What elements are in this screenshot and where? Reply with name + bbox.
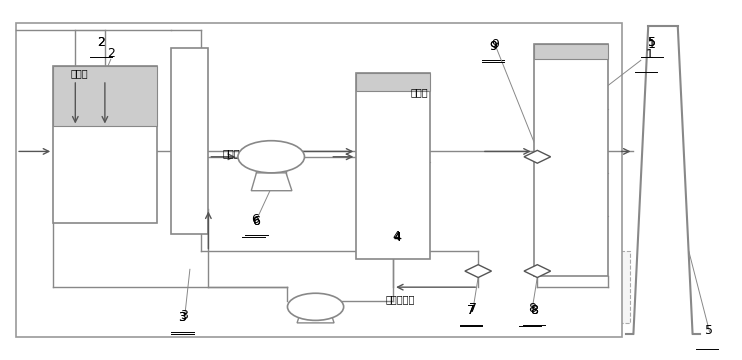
Text: 1: 1 — [646, 48, 654, 61]
Polygon shape — [524, 265, 551, 278]
Text: 2: 2 — [107, 47, 115, 60]
FancyBboxPatch shape — [171, 48, 209, 234]
Text: 7: 7 — [469, 302, 476, 315]
Bar — [201, 251, 630, 323]
Text: 5: 5 — [648, 36, 656, 49]
Text: 5: 5 — [648, 36, 656, 49]
Text: 喷淋水: 喷淋水 — [70, 68, 88, 78]
Text: 5: 5 — [705, 324, 713, 337]
Text: 6: 6 — [252, 215, 260, 228]
Text: 2: 2 — [97, 36, 105, 49]
FancyBboxPatch shape — [533, 44, 608, 59]
Polygon shape — [297, 307, 334, 323]
FancyBboxPatch shape — [16, 23, 623, 337]
Text: 6: 6 — [252, 215, 260, 228]
Text: 8: 8 — [530, 304, 538, 317]
Text: 环境空气: 环境空气 — [223, 148, 246, 158]
Polygon shape — [465, 265, 491, 278]
Text: 3: 3 — [180, 309, 188, 322]
Text: 6: 6 — [252, 213, 259, 226]
Polygon shape — [524, 150, 551, 163]
Text: 7: 7 — [467, 304, 475, 317]
Text: 4: 4 — [393, 231, 401, 244]
Text: 7: 7 — [467, 304, 475, 317]
Circle shape — [287, 293, 344, 320]
Text: 3: 3 — [179, 311, 186, 324]
Text: 脱硫后烟气: 脱硫后烟气 — [386, 295, 416, 305]
FancyBboxPatch shape — [356, 73, 430, 91]
Text: 2: 2 — [97, 36, 105, 49]
Text: 9: 9 — [489, 40, 497, 53]
Text: 8: 8 — [528, 302, 536, 315]
Circle shape — [238, 141, 304, 173]
Text: 4: 4 — [393, 230, 401, 243]
FancyBboxPatch shape — [257, 157, 286, 180]
Text: 9: 9 — [490, 38, 499, 51]
FancyBboxPatch shape — [53, 66, 157, 223]
Polygon shape — [252, 173, 292, 191]
Text: 4: 4 — [393, 231, 401, 244]
FancyBboxPatch shape — [53, 66, 157, 126]
FancyBboxPatch shape — [356, 73, 430, 258]
Text: 9: 9 — [489, 40, 497, 53]
Text: 冷凝水: 冷凝水 — [410, 87, 428, 98]
FancyBboxPatch shape — [533, 44, 608, 276]
Text: 3: 3 — [179, 311, 186, 324]
Text: 1: 1 — [648, 38, 656, 51]
Text: 8: 8 — [530, 304, 538, 317]
